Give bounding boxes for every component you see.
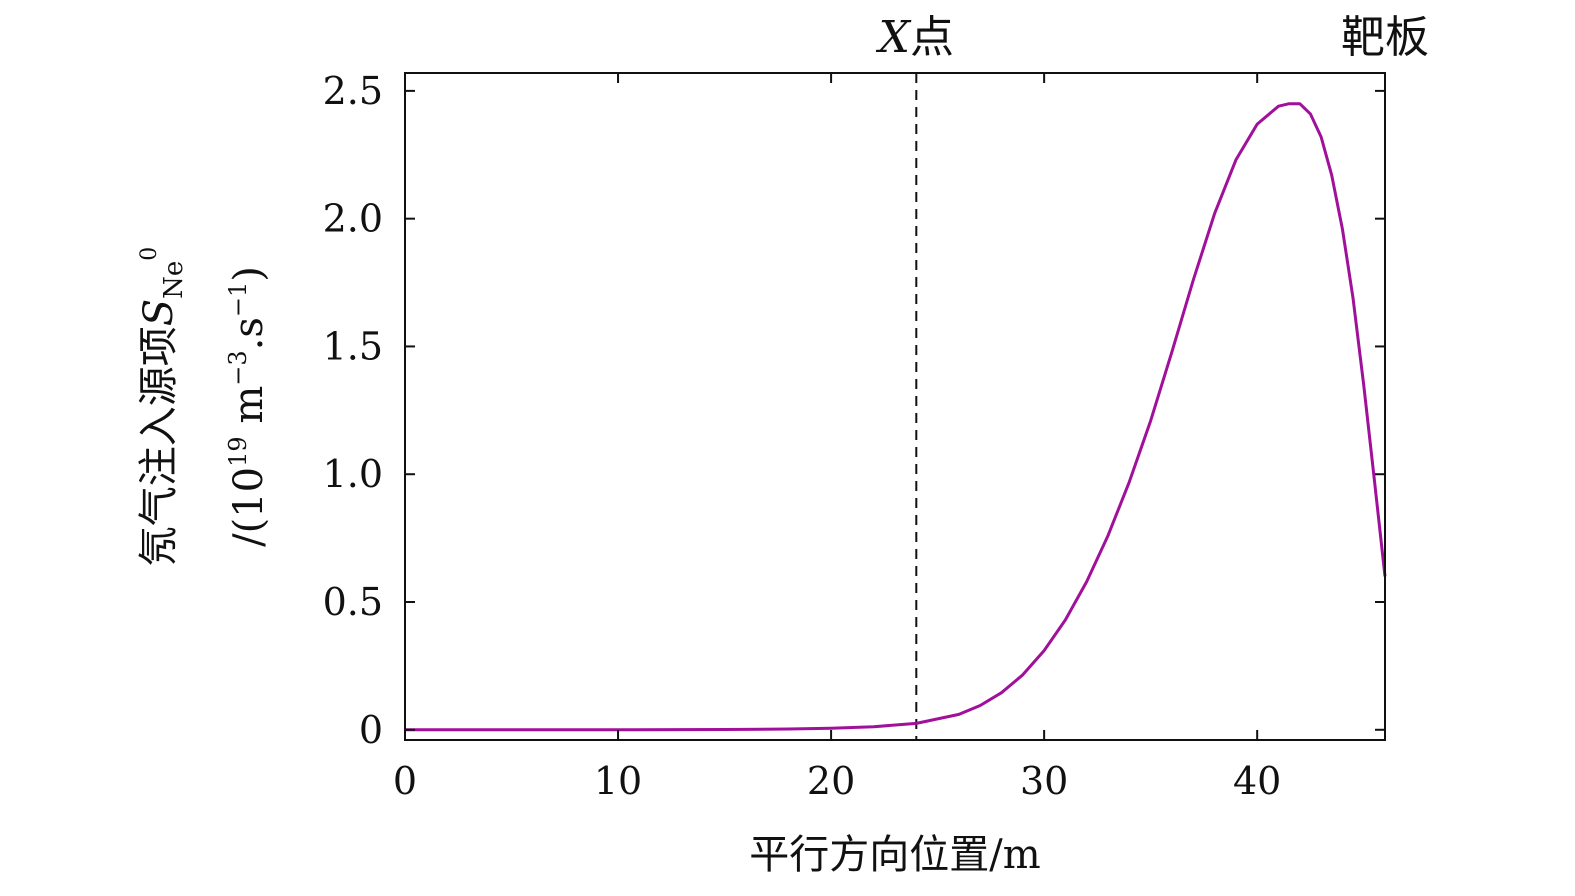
x-tick-label: 20	[807, 759, 855, 803]
x-point-label-text: 点	[910, 12, 954, 63]
x-tick-label: 10	[594, 759, 642, 803]
y-axis-title-subscript: Ne	[159, 261, 189, 299]
y-axis-unit-exp3: −1	[224, 282, 252, 317]
y-axis-title: 氖气注入源项SNe0 /(1019 m−3.s−1)	[136, 247, 272, 567]
y-axis-unit-exp2: −3	[224, 350, 252, 385]
y-tick-label: 2.0	[323, 197, 383, 241]
x-axis: 0 10 20 30 40	[393, 73, 1281, 803]
y-axis-title-main: 氖气注入源项SNe0	[136, 247, 189, 567]
y-axis-unit-mid: m	[226, 386, 272, 437]
y-axis-unit-open: /(10	[226, 467, 272, 547]
y-axis-title-text: 氖气注入源项	[136, 326, 182, 566]
y-axis-unit-close: )	[226, 266, 272, 282]
x-tick-label: 40	[1233, 759, 1281, 803]
y-tick-label: 2.5	[323, 69, 383, 113]
y-axis-title-superscript: 0	[137, 247, 162, 261]
x-axis-title: 平行方向位置/m	[749, 832, 1040, 878]
y-tick-label: 0.5	[323, 580, 383, 624]
y-tick-label: 1.0	[323, 452, 383, 496]
y-axis-unit-mid2: .s	[226, 317, 272, 350]
y-axis-unit-exp1: 19	[224, 436, 252, 467]
x-point-label: X点	[876, 12, 954, 63]
y-axis-title-symbol: S	[136, 299, 182, 326]
y-tick-label: 0	[359, 708, 383, 752]
y-tick-label: 1.5	[323, 324, 383, 368]
x-point-label-italic: X	[876, 12, 912, 63]
plot-area	[405, 73, 1387, 740]
y-axis-unit: /(1019 m−3.s−1)	[224, 266, 272, 547]
series-line	[405, 102, 1387, 732]
x-tick-label: 30	[1020, 759, 1068, 803]
target-plate-label: 靶板	[1341, 12, 1429, 63]
axes-frame	[404, 72, 1386, 741]
y-axis: 0 0.5 1.0 1.5 2.0 2.5	[323, 69, 1385, 752]
x-tick-label: 0	[393, 759, 417, 803]
